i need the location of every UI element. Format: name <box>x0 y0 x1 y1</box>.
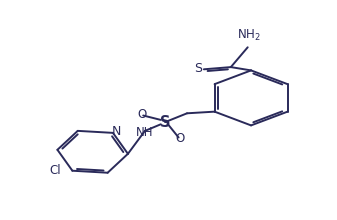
Text: O: O <box>137 108 146 121</box>
Text: Cl: Cl <box>50 164 61 177</box>
Text: N: N <box>112 125 121 138</box>
Text: NH$_2$: NH$_2$ <box>238 28 261 43</box>
Text: S: S <box>160 115 171 130</box>
Text: S: S <box>194 62 202 75</box>
Text: O: O <box>176 132 185 145</box>
Text: NH: NH <box>135 126 153 139</box>
